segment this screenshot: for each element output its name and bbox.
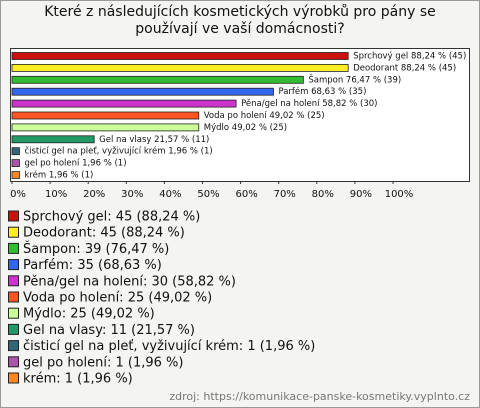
x-tick-label: 50%: [197, 189, 219, 200]
legend-swatch: [8, 291, 19, 303]
bar: [11, 111, 200, 120]
data-label: Šampon 76,47 % (39): [308, 73, 401, 85]
chart-title: Které z následujících kosmetických výrob…: [44, 4, 436, 37]
legend-label: Parfém: 35 (68,63 %): [23, 258, 162, 273]
data-label: Pěna/gel na holení 58,82 % (30): [241, 99, 377, 109]
legend-swatch: [8, 372, 19, 384]
legend-label: Sprchový gel: 45 (88,24 %): [23, 210, 200, 225]
bar: [11, 135, 95, 144]
legend-label: Mýdlo: 25 (49,02 %): [23, 307, 155, 322]
data-label: čisticí gel na pleť, vyživující krém 1,9…: [24, 146, 212, 157]
bar: [11, 147, 20, 156]
legend-swatch: [8, 340, 19, 352]
legend-swatch: [8, 275, 19, 287]
legend-label: čisticí gel na pleť, vyživující krém: 1 …: [23, 339, 315, 354]
plot: Sprchový gel 88,24 % (45)Deodorant 88,24…: [11, 52, 466, 181]
x-tick-label: 80%: [312, 189, 334, 200]
x-tick-label: 40%: [159, 189, 181, 200]
bar: [11, 171, 20, 179]
bar: [11, 52, 349, 60]
bar: [11, 64, 349, 72]
legend-swatch: [8, 323, 19, 335]
legend-swatch: [8, 356, 19, 368]
data-label: Parfém 68,63 % (35): [278, 86, 366, 97]
legend-swatch: [8, 226, 19, 238]
legend-swatch: [8, 210, 19, 222]
x-tick-label: 60%: [235, 189, 257, 200]
x-tick-label: 20%: [83, 189, 105, 200]
x-tick-label: 0%: [10, 189, 26, 200]
data-label: Gel na vlasy 21,57 % (11): [99, 135, 209, 145]
legend-label: Pěna/gel na holení: 30 (58,82 %): [23, 274, 236, 289]
bar: [11, 87, 274, 96]
bar: [11, 159, 20, 168]
data-label: Voda po holení 49,02 % (25): [204, 111, 325, 121]
legend-swatch: [8, 259, 19, 271]
legend-swatch: [8, 307, 19, 319]
x-tick-label: 10%: [45, 189, 67, 200]
data-label: gel po holení 1,96 % (1): [24, 159, 126, 169]
legend-label: Deodorant: 45 (88,24 %): [23, 226, 185, 241]
legend-label: gel po holení: 1 (1,96 %): [23, 355, 183, 370]
data-label: Sprchový gel 88,24 % (45): [353, 52, 466, 62]
bar: [11, 99, 237, 108]
bar: [11, 123, 200, 132]
x-tick-label: 90%: [350, 189, 372, 200]
data-label: Mýdlo 49,02 % (25): [204, 123, 287, 133]
legend-label: krém: 1 (1,96 %): [23, 372, 133, 387]
legend-label: Gel na vlasy: 11 (21,57 %): [23, 323, 195, 338]
annotations: 0% 10% 20% 30% 40% 50% 60% 70% 80% 90% 100% Sprchov…: [8, 181, 414, 387]
bar: [11, 75, 304, 84]
x-tick-label: 30%: [121, 189, 143, 200]
data-label: Deodorant 88,24 % (45): [353, 63, 456, 73]
legend-label: Voda po holení: 25 (49,02 %): [23, 291, 212, 306]
x-tick-label: 70%: [274, 189, 296, 200]
data-label: krém 1,96 % (1): [24, 170, 93, 181]
legend-swatch: [8, 242, 19, 254]
title-box: Které z následujících kosmetických výrob…: [44, 4, 436, 37]
x-tick-label: 100%: [385, 189, 414, 200]
source: zdroj: https://komunikace-panske-kosmeti…: [169, 390, 470, 403]
legend-label: Šampon: 39 (76,47 %): [23, 241, 169, 257]
